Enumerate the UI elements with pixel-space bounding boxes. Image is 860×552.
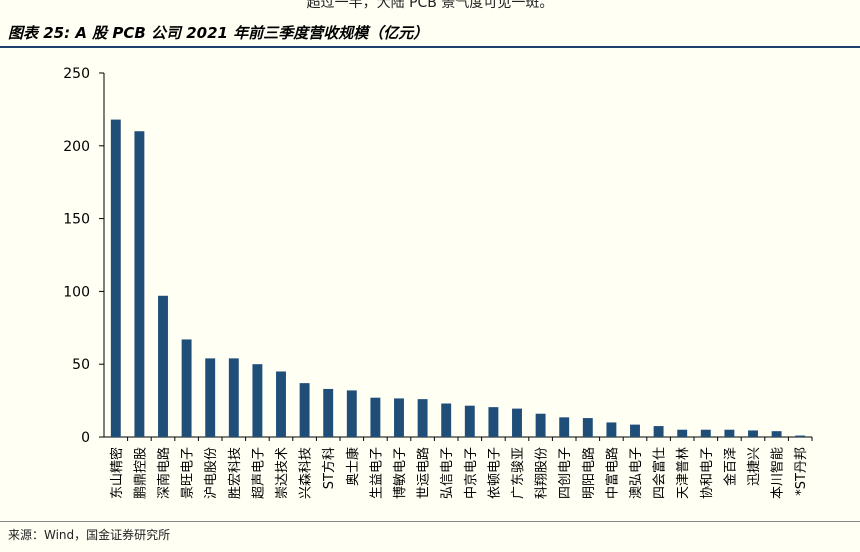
x-category-label: 天津普林	[676, 447, 691, 499]
x-category-label: 弘信电子	[440, 447, 455, 499]
x-category-label: 明阳电路	[581, 447, 597, 499]
bar	[630, 424, 640, 437]
title-rule	[0, 46, 860, 48]
x-category-label: 奥士康	[345, 447, 361, 486]
bar	[205, 358, 216, 437]
bar	[795, 435, 806, 437]
y-tick-label: 200	[63, 139, 90, 155]
bar	[228, 358, 239, 437]
x-category-label: 博敏电子	[393, 447, 408, 499]
bar	[771, 431, 782, 437]
bar	[299, 383, 310, 437]
x-category-label: 世运电路	[416, 447, 432, 499]
source-rule	[0, 521, 860, 522]
bar	[346, 390, 357, 437]
y-tick-label: 0	[81, 430, 90, 446]
bar	[559, 417, 570, 437]
x-axis-labels: 东山精密 鹏鼎控股 深南电路 景旺电子 沪电股份 胜宏科技 超声电子 崇达技术 兴森科技 ST方科…	[109, 437, 813, 499]
x-category-label: 深南电路	[156, 447, 172, 499]
x-category-label: 东山精密	[109, 447, 125, 499]
bar	[370, 397, 381, 437]
x-category-label: 金百泽	[722, 447, 738, 486]
x-category-label: 兴森科技	[299, 447, 314, 499]
source-note: 来源：Wind，国金证券研究所	[8, 528, 171, 542]
bar	[512, 408, 522, 437]
bar	[464, 405, 475, 437]
x-category-label: 四创电子	[558, 447, 573, 499]
bar	[276, 371, 286, 437]
bar	[323, 388, 334, 437]
bar	[134, 131, 145, 438]
x-category-label: *ST丹邦	[794, 447, 809, 496]
y-tick-label: 100	[63, 284, 90, 300]
figure-title: 图表 25: A 股 PCB 公司 2021 年前三季度营收规模（亿元）	[8, 24, 429, 42]
x-category-label: 依顿电子	[487, 447, 502, 499]
x-category-label: 鹏鼎控股	[133, 447, 148, 499]
bar	[417, 399, 428, 437]
bar	[488, 407, 499, 437]
bar	[606, 422, 617, 437]
x-category-label: 沪电股份	[203, 447, 219, 499]
x-category-label: 景旺电子	[181, 447, 196, 499]
bar-series	[110, 119, 806, 438]
y-tick-label: 150	[63, 212, 90, 228]
x-category-label: 迅捷兴	[747, 447, 762, 486]
x-category-label: 中富电路	[604, 447, 620, 499]
y-axis-ticks: 0 50 100 150 200 250	[63, 66, 104, 446]
x-category-label: 胜宏科技	[228, 447, 243, 499]
x-category-label: 本川智能	[771, 447, 786, 499]
x-category-label: 广东骏亚	[511, 447, 526, 499]
bar	[110, 119, 121, 437]
x-category-label: 科翔股份	[535, 447, 550, 499]
bar	[252, 364, 263, 437]
bar	[535, 413, 546, 437]
top-text: 超过一半，大陆 PCB 景气度可见一斑。	[306, 0, 554, 11]
x-category-label: 中京电子	[464, 447, 479, 499]
bar	[748, 430, 758, 437]
bar	[653, 426, 664, 437]
y-tick-label: 50	[72, 357, 90, 373]
bar	[394, 398, 404, 437]
x-category-label: 超声电子	[251, 447, 266, 499]
bar	[677, 429, 688, 437]
x-category-label: ST方科	[321, 447, 337, 489]
bar	[181, 339, 192, 437]
x-category-label: 崇达技术	[275, 447, 290, 499]
x-category-label: 澳弘电子	[628, 447, 644, 499]
x-category-label: 生益电子	[369, 447, 384, 499]
y-tick-label: 250	[63, 66, 90, 82]
bar	[700, 429, 711, 437]
bar	[724, 429, 735, 437]
x-category-label: 协和电子	[700, 447, 715, 499]
bar	[441, 403, 452, 437]
bar	[158, 295, 168, 437]
bar	[582, 418, 593, 437]
x-category-label: 四会富仕	[652, 447, 668, 499]
